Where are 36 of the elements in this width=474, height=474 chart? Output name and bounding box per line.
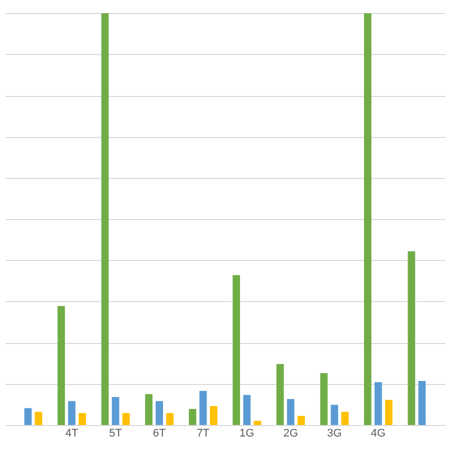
bar xyxy=(199,390,207,425)
bar xyxy=(364,13,372,425)
bar xyxy=(78,413,86,425)
bar xyxy=(385,400,392,425)
bar xyxy=(276,364,284,425)
bar xyxy=(188,408,196,425)
x-tick-label: 6T xyxy=(152,428,166,440)
bar xyxy=(112,397,120,425)
x-tick-label: 5T xyxy=(109,428,122,440)
bar xyxy=(210,406,218,425)
bar xyxy=(341,412,349,425)
bar xyxy=(58,306,65,425)
bar xyxy=(254,420,262,425)
x-tick-label: 2G xyxy=(283,428,298,440)
bar xyxy=(166,413,174,425)
bar xyxy=(145,394,152,425)
bar xyxy=(320,373,328,425)
x-tick-label: 1G xyxy=(240,428,254,440)
bar xyxy=(330,404,338,425)
bar xyxy=(232,275,240,425)
bar xyxy=(286,399,294,425)
bar xyxy=(243,394,251,425)
bar xyxy=(101,13,109,425)
bar xyxy=(122,413,130,425)
x-tick-label: 4G xyxy=(370,428,386,440)
x-tick-label: 3G xyxy=(327,428,342,440)
bar xyxy=(156,401,164,425)
bar xyxy=(68,401,76,425)
x-tick-label: 7T xyxy=(196,428,210,440)
bar xyxy=(418,380,426,425)
x-tick-label: 4T xyxy=(65,428,78,440)
bar xyxy=(24,408,32,425)
bar xyxy=(34,412,42,425)
bar xyxy=(298,416,305,425)
bar xyxy=(408,251,416,425)
bar xyxy=(374,382,382,425)
